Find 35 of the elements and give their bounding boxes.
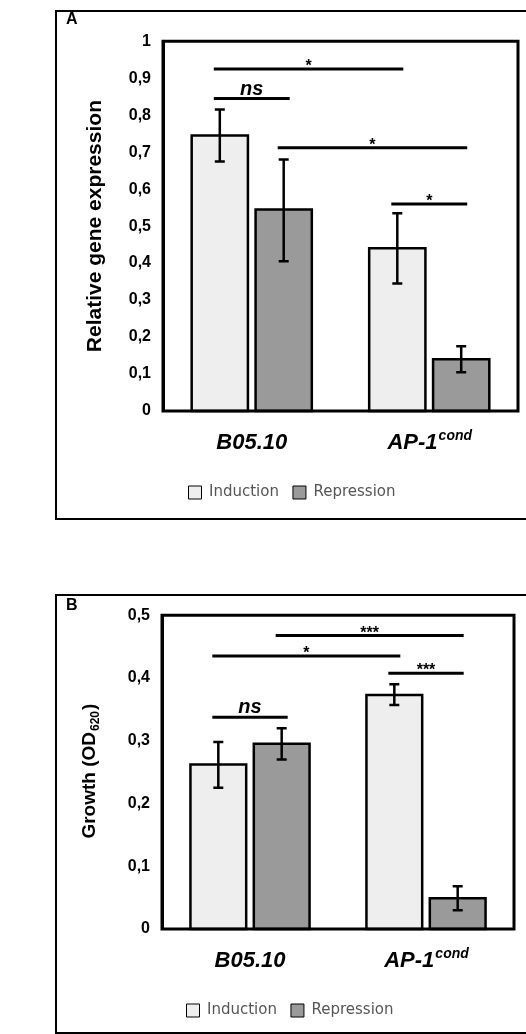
y-tick-label: 1 xyxy=(142,31,152,49)
legend-label: Repression xyxy=(311,1000,394,1019)
y-tick-label: 0,9 xyxy=(128,68,152,86)
y-tick-label: 0,2 xyxy=(127,793,151,811)
y-tick-label: 0 xyxy=(141,919,151,937)
legend-label: Repression xyxy=(313,482,396,501)
annotation: * xyxy=(426,191,434,209)
chart-title: B xyxy=(66,596,78,614)
legend-label: Induction xyxy=(209,482,279,501)
y-axis-title: Relative gene expression xyxy=(81,100,105,353)
y-tick-label: 0,8 xyxy=(128,105,152,123)
y-tick-label: 0,1 xyxy=(128,364,152,382)
y-tick-label: 0,6 xyxy=(128,179,152,197)
y-tick-label: 0,1 xyxy=(127,856,151,874)
y-tick-label: 0,3 xyxy=(128,290,152,308)
y-tick-label: 0,4 xyxy=(128,253,152,271)
annotation: * xyxy=(305,56,313,74)
x-tick-label: B05.10 xyxy=(216,429,288,454)
y-tick-label: 0,4 xyxy=(127,668,151,686)
y-tick-label: 0,2 xyxy=(128,327,152,345)
annotation: * xyxy=(303,643,311,661)
annotation: * xyxy=(369,135,377,153)
annotation: ns xyxy=(240,76,264,99)
y-tick-label: 0,7 xyxy=(128,142,152,160)
annotation: ns xyxy=(238,695,262,718)
y-tick-label: 0 xyxy=(142,401,152,419)
chart-title: A xyxy=(66,10,78,28)
y-axis-title: Growth (OD620) xyxy=(78,703,103,839)
y-tick-label: 0,5 xyxy=(127,605,151,623)
x-tick-label: B05.10 xyxy=(214,947,287,972)
y-tick-label: 0,3 xyxy=(127,731,151,749)
annotation: *** xyxy=(416,661,437,679)
annotation: *** xyxy=(360,623,380,641)
y-tick-label: 0,5 xyxy=(128,216,152,234)
legend-label: Induction xyxy=(207,1000,277,1019)
